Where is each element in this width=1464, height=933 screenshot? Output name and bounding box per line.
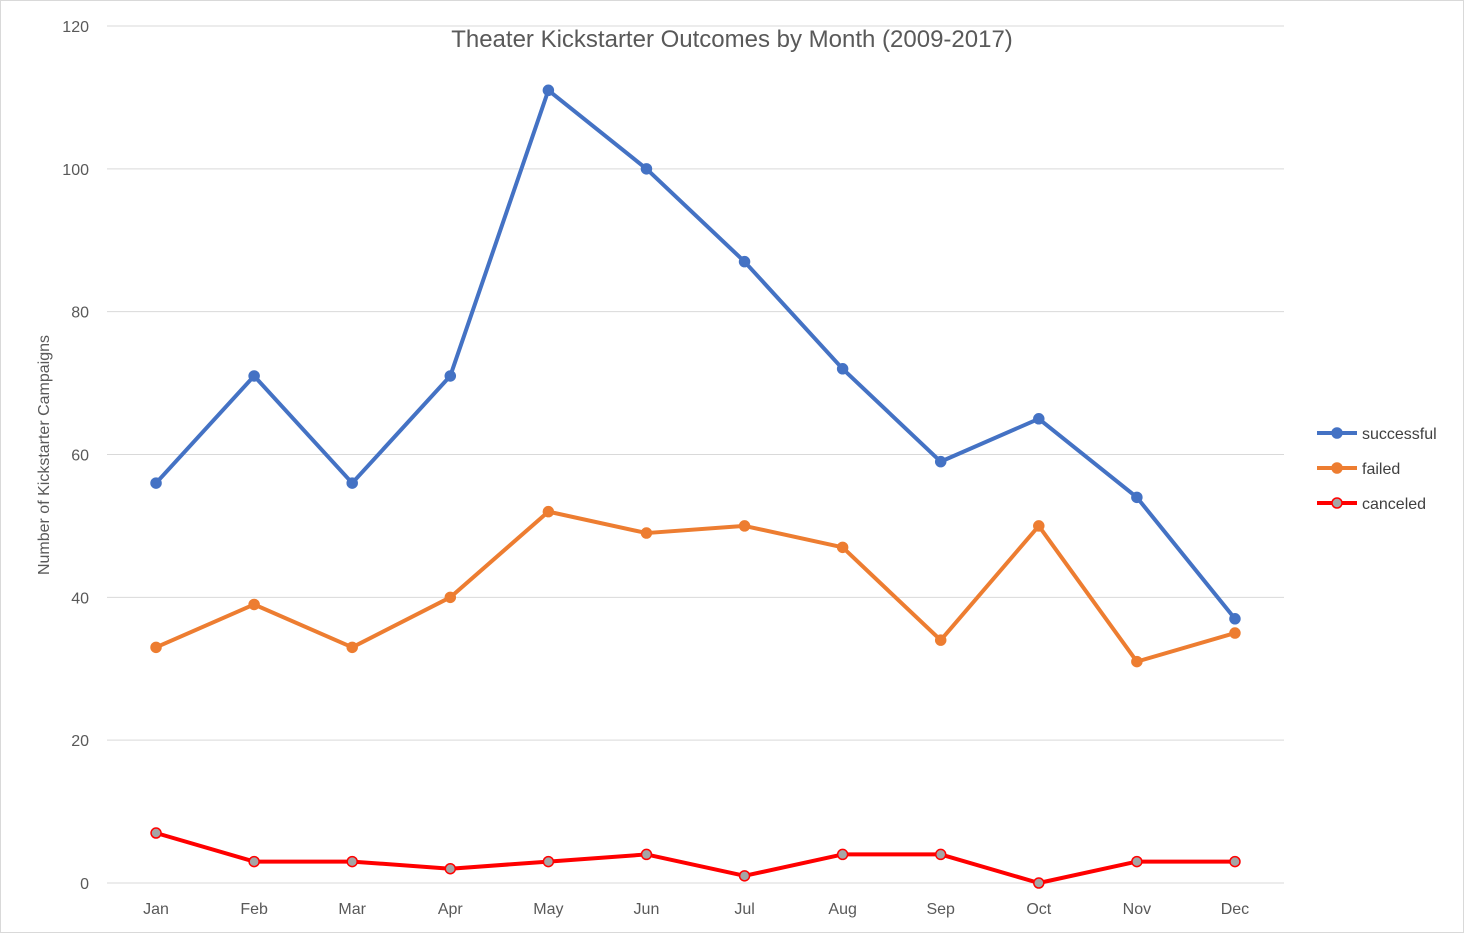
series-failed: [150, 505, 1241, 668]
x-tick-label-oct: Oct: [1026, 901, 1051, 918]
y-tick-label: 80: [71, 305, 89, 322]
data-point-canceled-may: [542, 855, 555, 868]
data-point-successful-jan: [150, 477, 162, 489]
data-point-failed-feb: [248, 598, 260, 611]
data-point-successful-feb: [248, 370, 260, 382]
data-point-canceled-apr: [444, 862, 457, 875]
data-point-successful-jul: [738, 255, 751, 268]
x-tick-label-may: May: [533, 901, 563, 918]
x-tick-label-aug: Aug: [828, 901, 856, 918]
x-tick-label-jul: Jul: [734, 901, 754, 918]
x-tick-label-feb: Feb: [240, 901, 268, 918]
data-point-successful-dec: [1229, 613, 1241, 625]
data-point-failed-apr: [444, 591, 457, 604]
data-point-successful-nov: [1131, 491, 1143, 504]
y-axis-title: Number of Kickstarter Campaigns: [36, 335, 53, 575]
data-point-failed-may: [542, 505, 555, 518]
chart-title: Theater Kickstarter Outcomes by Month (2…: [451, 26, 1013, 53]
data-point-failed-aug: [836, 541, 849, 554]
data-point-successful-may: [542, 84, 555, 97]
y-tick-label: 0: [80, 876, 89, 893]
data-point-failed-jul: [738, 520, 751, 532]
x-tick-label-mar: Mar: [338, 901, 366, 918]
y-tick-label: 120: [62, 19, 89, 36]
data-point-canceled-oct: [1033, 877, 1045, 889]
data-point-canceled-jun: [640, 848, 653, 861]
legend-label-successful: successful: [1362, 426, 1437, 443]
data-point-canceled-nov: [1131, 855, 1143, 868]
legend-item-successful: successful: [1317, 426, 1437, 443]
data-point-canceled-dec: [1229, 855, 1241, 868]
data-point-failed-mar: [346, 641, 358, 654]
legend-marker-canceled: [1331, 497, 1343, 509]
data-point-failed-jan: [150, 641, 162, 654]
legend-label-failed: failed: [1362, 461, 1400, 478]
data-point-failed-oct: [1033, 520, 1045, 532]
data-point-successful-jun: [640, 163, 653, 175]
x-tick-label-jan: Jan: [143, 901, 169, 918]
data-point-canceled-mar: [346, 855, 358, 868]
data-point-canceled-aug: [836, 848, 849, 861]
legend-marker-failed: [1331, 462, 1343, 474]
x-tick-label-apr: Apr: [438, 901, 464, 918]
series-line-canceled: [154, 831, 1237, 885]
series-lines: [150, 84, 1241, 889]
y-tick-label: 100: [62, 162, 89, 179]
legend-marker-successful: [1331, 427, 1343, 439]
x-tick-label-jun: Jun: [634, 901, 660, 918]
series-successful: [150, 84, 1241, 625]
legend-item-canceled: canceled: [1317, 496, 1426, 513]
data-point-successful-aug: [836, 363, 849, 375]
data-point-failed-dec: [1229, 627, 1241, 639]
y-axis-ticks: 0 20 40 60 80 100 120: [62, 19, 89, 893]
y-tick-label: 20: [71, 733, 89, 750]
legend: successful failed canceled: [1317, 426, 1437, 513]
data-point-canceled-feb: [248, 855, 260, 868]
data-point-failed-nov: [1131, 655, 1143, 668]
x-axis-ticks: Jan Feb Mar Apr May Jun Jul Aug Sep Oct Nov Dec: [143, 901, 1249, 918]
y-tick-label: 60: [71, 448, 89, 465]
data-point-successful-sep: [934, 455, 947, 468]
data-point-canceled-jul: [738, 870, 751, 882]
data-point-successful-oct: [1033, 413, 1045, 425]
legend-item-failed: failed: [1317, 461, 1400, 478]
legend-label-canceled: canceled: [1362, 496, 1426, 513]
series-canceled: [150, 827, 1241, 889]
y-tick-label: 40: [71, 590, 89, 607]
data-point-canceled-jan: [150, 827, 162, 839]
gridlines: [107, 25, 1284, 884]
data-point-successful-apr: [444, 370, 457, 382]
data-point-canceled-sep: [934, 848, 947, 861]
series-line-successful: [154, 88, 1237, 621]
x-tick-label-sep: Sep: [926, 901, 955, 918]
x-tick-label-nov: Nov: [1123, 901, 1151, 918]
data-point-failed-jun: [640, 527, 653, 539]
data-point-successful-mar: [346, 477, 358, 489]
series-line-failed: [154, 509, 1237, 664]
x-tick-label-dec: Dec: [1221, 901, 1249, 918]
data-point-failed-sep: [934, 634, 947, 646]
